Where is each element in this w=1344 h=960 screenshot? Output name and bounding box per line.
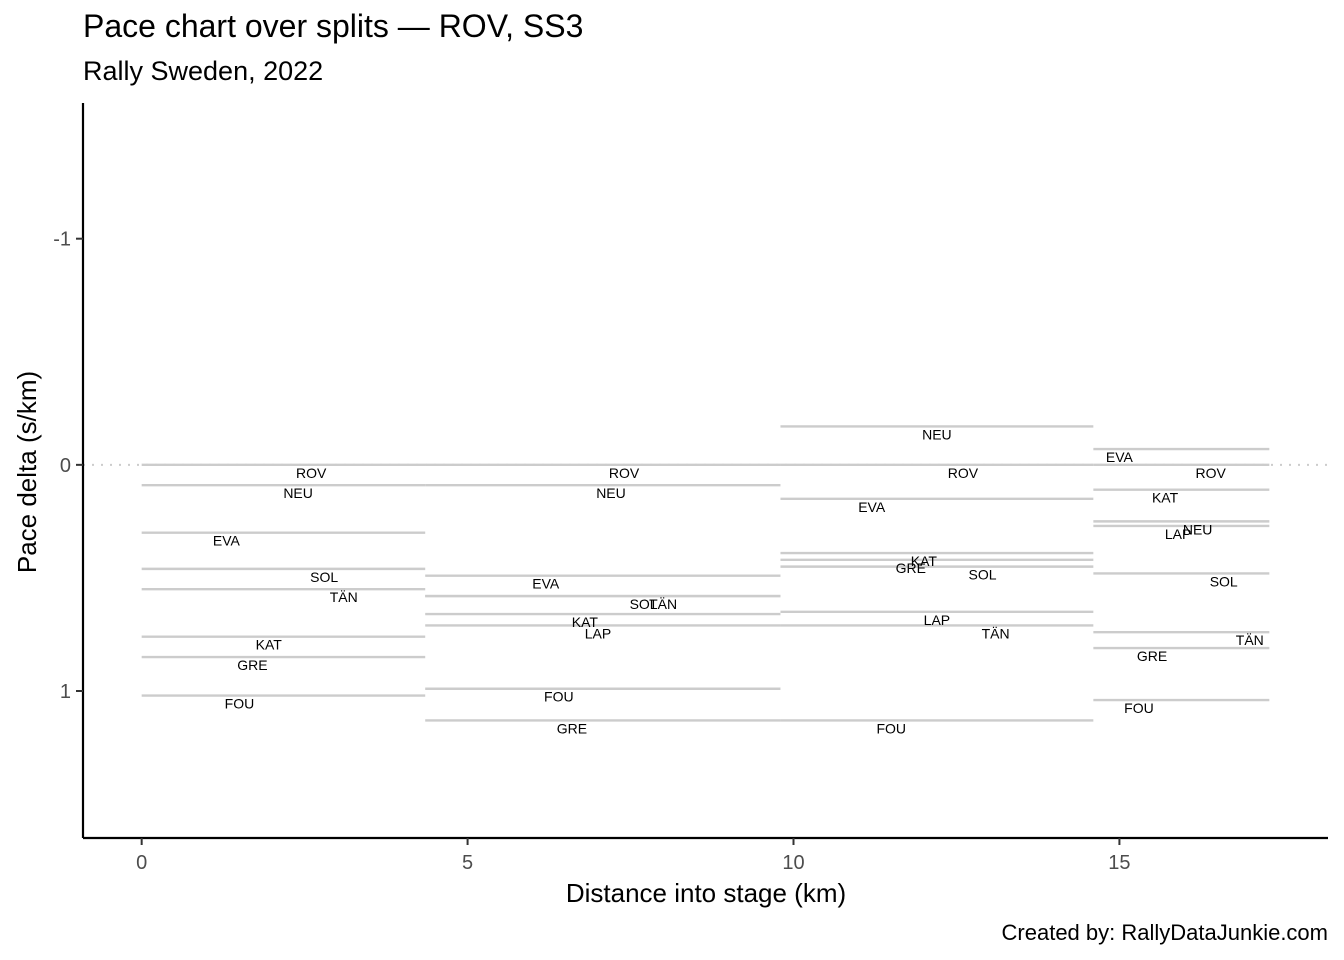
y-axis-title: Pace delta (s/km) [12, 371, 42, 573]
driver-label-neu-split-4: NEU [1183, 521, 1213, 537]
driver-label-kat-split-2: KAT [572, 614, 599, 630]
driver-label-eva-split-2: EVA [532, 576, 560, 592]
driver-label-neu-split-1: NEU [283, 485, 313, 501]
driver-label-fou-split-3: FOU [876, 720, 906, 736]
driver-label-fou-split-4: FOU [1124, 700, 1154, 716]
driver-label-lap-split-4: LAP [1165, 526, 1191, 542]
x-tick-label: 15 [1108, 852, 1130, 874]
driver-label-gre-split-4: GRE [1137, 648, 1167, 664]
driver-label-tän-split-2: TÄN [649, 596, 677, 612]
driver-label-gre-split-1: GRE [237, 657, 267, 673]
chart-subtitle: Rally Sweden, 2022 [83, 56, 324, 86]
driver-label-eva-split-3: EVA [858, 499, 886, 515]
driver-label-lap-split-2: LAP [585, 625, 611, 641]
driver-label-kat-split-4: KAT [1152, 490, 1179, 506]
driver-label-lap-split-3: LAP [924, 612, 950, 628]
driver-label-tän-split-1: TÄN [330, 589, 358, 605]
axes: 0 5 10 15 -1 0 1 [53, 103, 1328, 874]
y-tick-label: -1 [53, 229, 71, 251]
driver-label-eva-split-4: EVA [1106, 449, 1134, 465]
driver-label-sol-split-4: SOL [1210, 573, 1238, 589]
chart-title: Pace chart over splits — ROV, SS3 [83, 8, 584, 44]
y-tick-label: 1 [60, 681, 71, 703]
split-segments [141, 425, 1270, 722]
driver-label-tän-split-4: TÄN [1236, 632, 1264, 648]
x-axis-title: Distance into stage (km) [566, 878, 846, 908]
x-tick-label: 10 [782, 852, 804, 874]
driver-label-rov-split-4: ROV [1195, 465, 1226, 481]
driver-label-neu-split-3: NEU [922, 426, 952, 442]
y-tick-label: 0 [60, 455, 71, 477]
driver-labels: ROV ROV ROV ROV NEU NEU NEU NEU EVA EVA EVA EVA SOL S… [213, 426, 1264, 736]
driver-label-kat-split-1: KAT [256, 637, 283, 653]
driver-label-sol-split-2: SOL [630, 596, 658, 612]
driver-label-fou-split-1: FOU [225, 696, 255, 712]
driver-label-sol-split-3: SOL [969, 567, 997, 583]
chart-caption: Created by: RallyDataJunkie.com [1001, 920, 1328, 945]
driver-label-kat-split-3: KAT [911, 553, 938, 569]
driver-label-fou-split-2: FOU [544, 689, 574, 705]
driver-label-sol-split-1: SOL [310, 569, 338, 585]
driver-label-eva-split-1: EVA [213, 533, 241, 549]
driver-label-tän-split-3: TÄN [982, 625, 1010, 641]
driver-label-rov-split-2: ROV [609, 465, 640, 481]
driver-label-neu-split-2: NEU [596, 485, 626, 501]
x-tick-label: 5 [462, 852, 473, 874]
x-tick-label: 0 [136, 852, 147, 874]
driver-label-gre-split-2: GRE [557, 720, 587, 736]
driver-label-rov-split-1: ROV [296, 465, 327, 481]
driver-label-rov-split-3: ROV [948, 465, 979, 481]
driver-label-gre-split-3: GRE [896, 560, 926, 576]
